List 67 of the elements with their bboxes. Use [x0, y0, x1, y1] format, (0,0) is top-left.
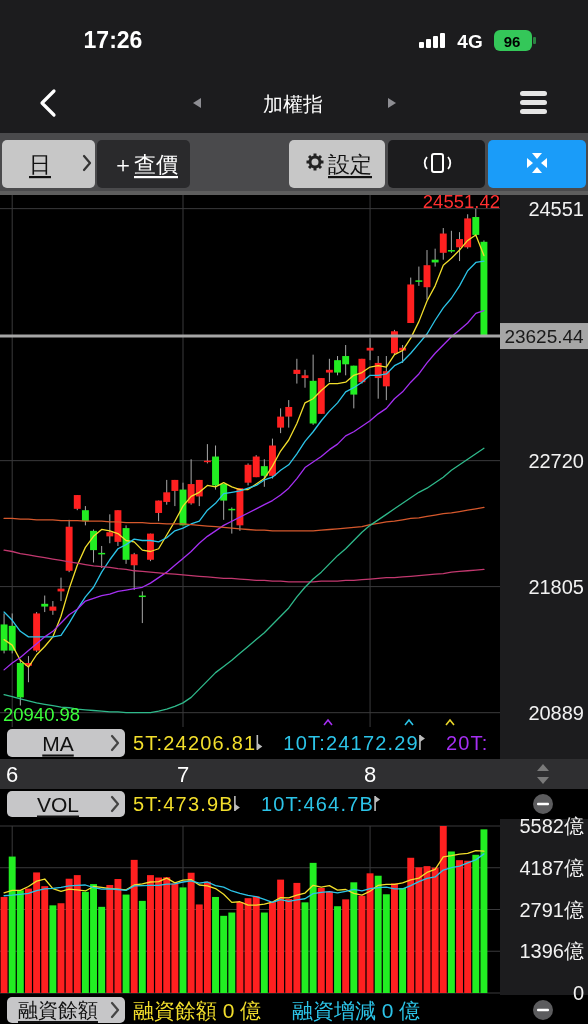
candlestick: [90, 528, 97, 564]
y-tick-label: 0: [572, 982, 584, 1004]
bar: [358, 895, 366, 993]
text: 5T:24206.81: [133, 732, 257, 754]
text: 20T:: [445, 732, 489, 754]
candlestick: [260, 458, 268, 488]
bar: [236, 902, 244, 993]
text: 融資餘額: [18, 999, 98, 1021]
bar: [309, 862, 317, 993]
line-series: [3, 506, 485, 532]
text: 設定: [328, 151, 372, 177]
y-tick-label: 22720: [528, 449, 584, 472]
line-series: [3, 309, 485, 671]
y-tick-label: 5582億: [519, 815, 584, 837]
candlestick: [325, 358, 333, 383]
text: 日: [29, 151, 51, 177]
line-series: [3, 549, 485, 583]
bar: [391, 883, 398, 993]
bar: [399, 887, 407, 993]
bar: [334, 906, 341, 993]
candlestick: [171, 479, 179, 507]
ref-line-label: 23625.44: [504, 325, 585, 347]
candlestick: [415, 266, 423, 287]
candlestick: [285, 399, 293, 429]
y-tick-label: 21805: [528, 575, 584, 598]
candlestick: [439, 227, 447, 261]
legend-title: VOL: [36, 792, 80, 816]
text: 17:26: [83, 27, 143, 53]
bar: [138, 900, 146, 993]
text: 融資餘額 0 億: [133, 998, 262, 1022]
y-tick-label: 2791億: [519, 898, 584, 921]
candlestick: [220, 483, 228, 521]
candlestick: [447, 230, 455, 254]
bar: [447, 851, 455, 993]
bar: [130, 859, 138, 993]
y-tick-label: 20889: [528, 701, 584, 724]
y-tick-label: 1396億: [519, 940, 584, 963]
candlestick: [130, 552, 138, 591]
candlestick: [293, 358, 301, 385]
y-tick-label: 24551: [528, 197, 584, 220]
legend-title: MA: [42, 731, 74, 755]
bar: [49, 905, 57, 993]
bar: [366, 873, 374, 993]
text: 5T:473.9B: [133, 793, 234, 815]
bar: [342, 899, 350, 993]
text: 融資增減 0 億: [292, 998, 421, 1022]
annotation: 24551.42: [422, 190, 500, 212]
annotation: 20940.98: [3, 703, 81, 725]
text: 10T:464.7B: [260, 793, 375, 815]
text: ＋查價: [112, 151, 178, 177]
bar: [122, 894, 130, 993]
bar: [350, 882, 358, 993]
candlestick: [277, 407, 285, 434]
y-tick-label: 4187億: [519, 856, 584, 879]
candlestick: [472, 208, 480, 237]
text: 4G: [457, 30, 483, 52]
candlestick: [49, 600, 57, 616]
bar: [260, 912, 268, 993]
x-tick-label: 6: [6, 761, 19, 787]
bar: [0, 896, 8, 993]
text: 96: [503, 32, 521, 50]
x-tick-label: 8: [363, 761, 377, 787]
x-tick-label: 7: [176, 761, 190, 787]
text: 10T:24172.29: [283, 732, 419, 754]
candlestick: [301, 369, 309, 389]
candlestick: [81, 505, 89, 526]
text: 加權指: [263, 93, 323, 115]
